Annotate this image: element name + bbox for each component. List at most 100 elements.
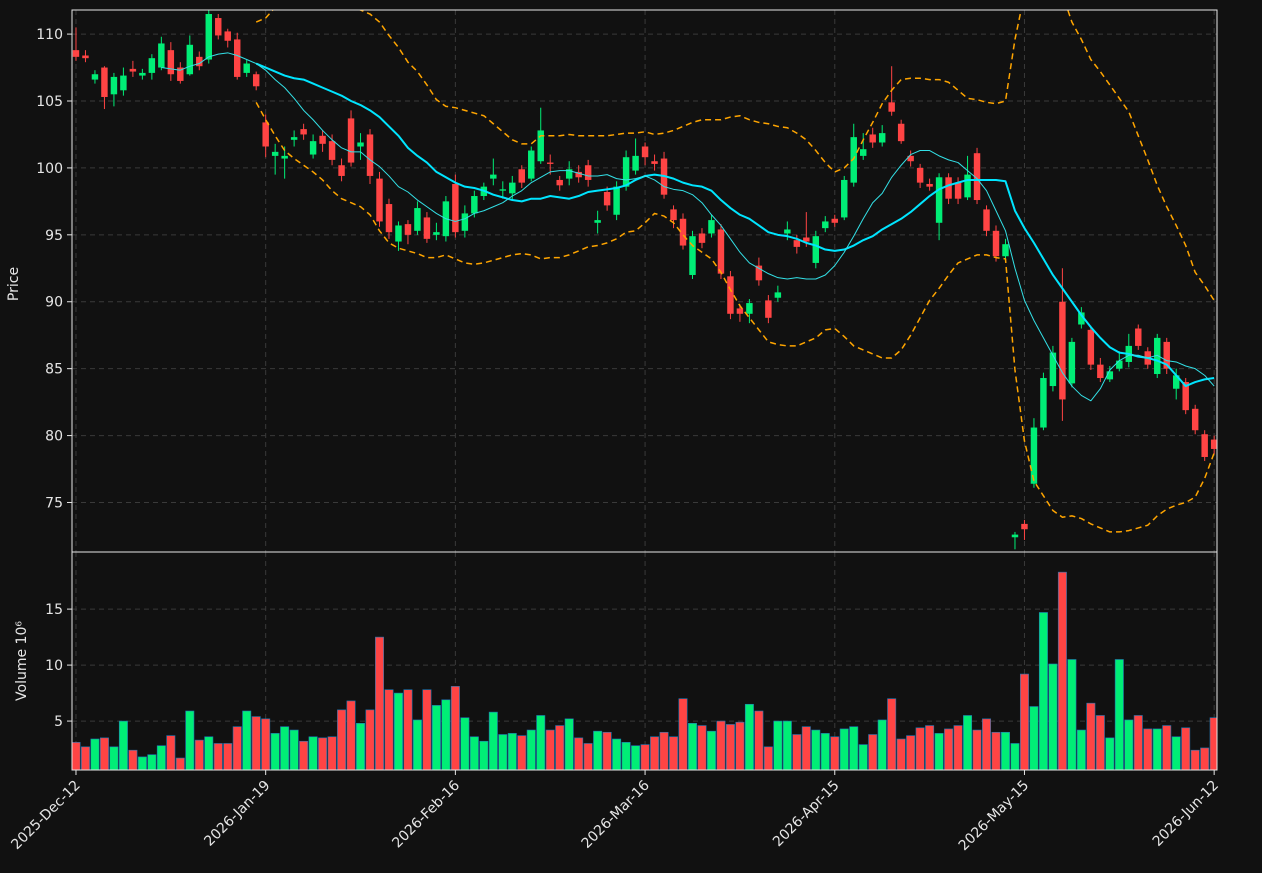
candle-body: [1163, 341, 1170, 369]
candle-body: [186, 44, 194, 75]
axes-frame: [71, 9, 1218, 553]
volume-bar: [612, 738, 622, 770]
candle-body: [347, 118, 355, 163]
candle-body: [565, 169, 573, 179]
candle-body: [651, 161, 658, 164]
candle-body: [556, 179, 563, 186]
volume-bar: [356, 723, 365, 770]
candle-body: [82, 55, 89, 59]
volume-bar: [744, 703, 754, 770]
volume-bar: [318, 737, 328, 770]
candle-body: [717, 229, 725, 274]
volume-bar: [782, 720, 792, 770]
candle-body: [622, 157, 630, 187]
candle-body: [1106, 371, 1114, 380]
volume-bar: [166, 735, 176, 770]
volume-bar: [1171, 736, 1181, 770]
candle-body: [461, 213, 469, 231]
volume-bar: [412, 719, 422, 770]
volume-bar: [1001, 731, 1010, 770]
candle-body: [888, 102, 895, 112]
volume-bar: [1200, 747, 1210, 770]
candle-body: [546, 162, 554, 164]
candle-body: [490, 174, 497, 179]
volume-bar: [669, 736, 678, 770]
volume-bar: [925, 725, 935, 770]
y-tick-label: 10: [45, 658, 63, 674]
volume-bar: [574, 737, 584, 770]
volume-bar: [773, 720, 783, 770]
candle-body: [698, 233, 706, 243]
candle-body: [727, 276, 734, 314]
candle-body: [1182, 382, 1189, 411]
volume-bar: [697, 725, 707, 770]
volume-bar: [375, 636, 384, 770]
volume-bar: [365, 709, 375, 770]
volume-bar: [526, 729, 536, 770]
y-tick-label: 15: [45, 602, 63, 618]
candle-body: [139, 72, 146, 76]
volume-bar: [270, 733, 280, 770]
volume-bar: [906, 735, 916, 770]
volume-bar: [1010, 743, 1020, 770]
candle-body: [945, 177, 952, 199]
volume-bar: [792, 734, 802, 770]
candle-body: [708, 220, 715, 234]
volume-bar: [213, 743, 223, 770]
candle-body: [822, 221, 829, 229]
x-tick-label: 2026-Apr-15: [770, 778, 843, 851]
candle-body: [1135, 328, 1142, 346]
candle-body: [158, 43, 165, 68]
candle-body: [575, 171, 582, 178]
candle-body: [196, 56, 203, 67]
candle-body: [262, 122, 269, 147]
volume-bar: [1086, 702, 1096, 770]
x-tick-label: 2026-Jun-12: [1150, 778, 1222, 850]
volume-bar: [725, 724, 735, 770]
y-tick-label: 90: [45, 295, 63, 311]
candle-body: [1154, 337, 1161, 375]
volume-bar: [469, 736, 479, 770]
volume-bar: [109, 746, 119, 770]
candle-body: [499, 189, 507, 191]
volume-bar: [1105, 737, 1115, 770]
candle-body: [992, 230, 1000, 257]
candle-body: [110, 76, 118, 95]
candle-body: [964, 174, 971, 198]
candle-body: [120, 75, 127, 91]
volume-bar: [251, 716, 261, 770]
candle-body: [869, 134, 876, 143]
volume-bar: [204, 736, 214, 770]
indicator-line: [255, 101, 1215, 533]
candle-body: [613, 186, 620, 215]
volume-bar: [896, 738, 906, 770]
candle-body: [385, 204, 393, 233]
candle-body: [1116, 360, 1123, 369]
volume-bar: [583, 743, 593, 770]
candle-body: [395, 225, 402, 242]
y-axis-label: Price: [6, 267, 22, 301]
volume-bar: [631, 745, 641, 770]
candle-body: [205, 14, 212, 60]
candle-body: [1191, 408, 1199, 431]
candle-body: [328, 141, 336, 160]
volume-bar: [706, 730, 716, 770]
volume-bar: [555, 725, 565, 770]
volume-bar: [72, 742, 81, 770]
y-tick-label: 85: [45, 362, 63, 378]
volume-bar: [1152, 728, 1162, 770]
volume-bar: [991, 731, 1001, 770]
volume-bar: [1209, 717, 1217, 770]
candle-body: [632, 155, 639, 171]
candle-body: [954, 182, 962, 199]
volume-bar: [801, 726, 811, 770]
volume-bar: [1181, 727, 1191, 770]
candle-body: [736, 308, 744, 314]
candle-body: [670, 209, 677, 221]
volume-bar: [735, 721, 745, 770]
candle-body: [897, 123, 905, 142]
candle-body: [831, 218, 838, 223]
indicator-line: [255, 10, 1215, 301]
candle-body: [271, 151, 279, 156]
volume-bar: [688, 723, 697, 770]
